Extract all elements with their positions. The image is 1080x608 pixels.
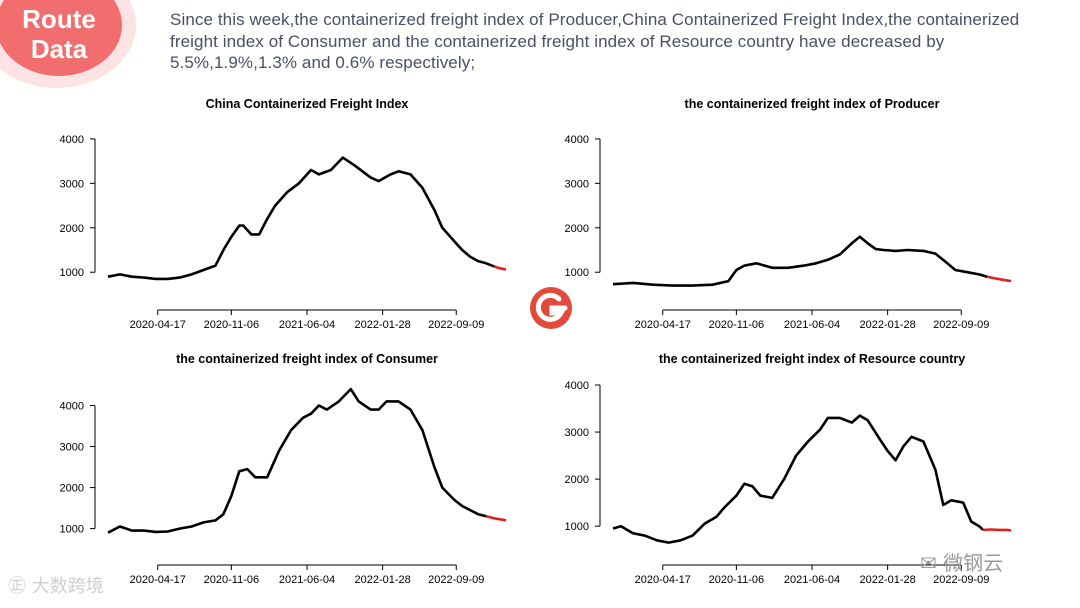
y-tick-label: 2000 bbox=[60, 483, 84, 495]
chart-china-index: China Containerized Freight Index 1000 200… bbox=[40, 90, 510, 335]
y-tick-label: 3000 bbox=[60, 442, 84, 454]
chart-svg: China Containerized Freight Index 1000 200… bbox=[60, 97, 507, 331]
wechat-icon: ✉ bbox=[920, 551, 944, 575]
y-tick-label: 1000 bbox=[565, 521, 589, 533]
chart-title: the containerized freight index of Produ… bbox=[685, 97, 940, 111]
x-tick-label: 2020-11-06 bbox=[709, 574, 764, 586]
x-tick-label: 2021-06-04 bbox=[279, 319, 335, 331]
x-tick-label: 2022-09-09 bbox=[933, 574, 989, 586]
y-tick-label: 4000 bbox=[565, 134, 589, 146]
series-line-recent bbox=[485, 515, 507, 522]
chart-svg: the containerized freight index of Produ… bbox=[565, 97, 1012, 331]
watermark-left: ㊣ 大数跨境 bbox=[8, 572, 104, 598]
x-tick-label: 2020-11-06 bbox=[204, 319, 259, 331]
y-tick-label: 3000 bbox=[60, 178, 84, 190]
chart-resource-index: the containerized freight index of Resou… bbox=[545, 345, 1015, 590]
chart-svg: the containerized freight index of Resou… bbox=[565, 352, 1012, 586]
x-tick-label: 2020-04-17 bbox=[635, 574, 691, 586]
y-tick-label: 4000 bbox=[60, 401, 84, 413]
series-line bbox=[612, 414, 984, 544]
x-tick-label: 2022-01-28 bbox=[859, 574, 915, 586]
x-tick-label: 2020-11-06 bbox=[204, 574, 259, 586]
series-line-recent bbox=[986, 275, 1012, 283]
x-tick-label: 2022-01-28 bbox=[859, 319, 915, 331]
series-line-recent bbox=[983, 528, 1012, 532]
y-tick-label: 1000 bbox=[565, 267, 589, 279]
series-line bbox=[107, 156, 495, 281]
x-tick-label: 2022-09-09 bbox=[428, 574, 484, 586]
chart-consumer-index: the containerized freight index of Consu… bbox=[40, 345, 510, 590]
x-tick-label: 2021-06-04 bbox=[784, 319, 840, 331]
y-tick-label: 4000 bbox=[60, 134, 84, 146]
chart-svg: the containerized freight index of Consu… bbox=[60, 352, 507, 586]
x-tick-label: 2020-04-17 bbox=[130, 319, 186, 331]
x-tick-label: 2020-04-17 bbox=[130, 574, 186, 586]
x-tick-label: 2020-04-17 bbox=[635, 319, 691, 331]
chart-title: the containerized freight index of Consu… bbox=[176, 352, 438, 366]
y-tick-label: 2000 bbox=[565, 223, 589, 235]
y-tick-label: 4000 bbox=[565, 380, 589, 392]
brand-logo-icon bbox=[528, 285, 574, 336]
x-tick-label: 2021-06-04 bbox=[279, 574, 335, 586]
watermark-right: ✉ 微钢云 bbox=[920, 547, 1003, 576]
y-tick-label: 3000 bbox=[565, 178, 589, 190]
route-data-badge: Route Data bbox=[0, 0, 122, 76]
chart-producer-index: the containerized freight index of Produ… bbox=[545, 90, 1015, 335]
x-tick-label: 2021-06-04 bbox=[784, 574, 840, 586]
series-line bbox=[107, 387, 487, 534]
series-line bbox=[612, 235, 988, 287]
y-tick-label: 1000 bbox=[60, 267, 84, 279]
series-line-recent bbox=[493, 265, 507, 271]
weibo-icon: ㊣ bbox=[8, 576, 32, 597]
watermark-left-text: 大数跨境 bbox=[31, 576, 104, 597]
x-tick-label: 2022-09-09 bbox=[428, 319, 484, 331]
y-tick-label: 1000 bbox=[60, 524, 84, 536]
x-tick-label: 2020-11-06 bbox=[709, 319, 764, 331]
y-tick-label: 2000 bbox=[565, 474, 589, 486]
chart-title: China Containerized Freight Index bbox=[206, 97, 409, 111]
watermark-right-text: 微钢云 bbox=[943, 551, 1004, 575]
x-tick-label: 2022-09-09 bbox=[933, 319, 989, 331]
badge-line-1: Route bbox=[22, 4, 96, 34]
summary-text: Since this week,the containerized freigh… bbox=[170, 10, 1020, 72]
chart-title: the containerized freight index of Resou… bbox=[659, 352, 965, 366]
x-tick-label: 2022-01-28 bbox=[354, 319, 410, 331]
y-tick-label: 3000 bbox=[565, 427, 589, 439]
badge-line-2: Data bbox=[30, 34, 88, 64]
x-tick-label: 2022-01-28 bbox=[354, 574, 410, 586]
y-tick-label: 2000 bbox=[60, 223, 84, 235]
